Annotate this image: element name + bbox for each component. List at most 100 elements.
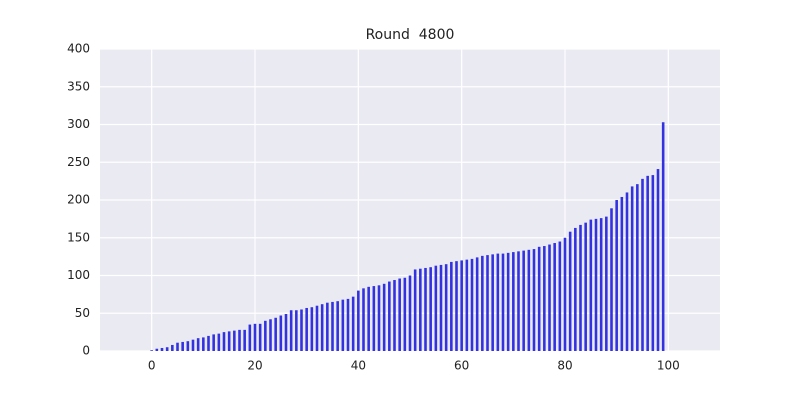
bar xyxy=(367,286,370,351)
bar xyxy=(284,314,288,351)
bar xyxy=(630,186,634,351)
bar xyxy=(522,250,525,351)
x-tick-label: 20 xyxy=(247,359,262,373)
bar xyxy=(625,192,629,351)
bar xyxy=(548,244,551,351)
bar xyxy=(248,324,252,351)
bar xyxy=(455,261,458,351)
bar xyxy=(641,178,644,351)
bar xyxy=(563,237,567,351)
bar xyxy=(413,269,417,351)
bar xyxy=(419,268,422,351)
y-tick-label: 200 xyxy=(67,193,90,207)
bar xyxy=(434,265,438,351)
y-tick-label: 50 xyxy=(75,306,90,320)
chart-title: Round 4800 xyxy=(366,27,455,43)
bar xyxy=(506,252,510,351)
bar xyxy=(656,169,660,351)
bar xyxy=(243,329,246,351)
bar xyxy=(651,175,655,351)
y-tick-label: 300 xyxy=(67,117,90,131)
bar xyxy=(310,307,314,351)
bar xyxy=(496,253,500,351)
bar xyxy=(274,317,277,351)
bar xyxy=(527,249,531,351)
bar xyxy=(331,301,334,351)
bar xyxy=(517,251,520,351)
y-tick-label: 0 xyxy=(82,344,90,358)
bar xyxy=(300,309,303,351)
bar xyxy=(388,281,391,351)
bar xyxy=(486,255,489,351)
x-tick-label: 60 xyxy=(454,359,469,373)
bar xyxy=(574,227,577,351)
bar xyxy=(532,249,536,351)
bar xyxy=(357,290,360,351)
bar xyxy=(465,259,469,351)
bar xyxy=(202,337,205,351)
bar xyxy=(171,344,174,351)
bar xyxy=(553,243,556,351)
bar xyxy=(599,218,603,351)
x-tick-label: 0 xyxy=(148,359,156,373)
bar xyxy=(605,216,608,351)
bar xyxy=(475,257,479,351)
y-tick-label: 250 xyxy=(67,155,90,169)
bar xyxy=(512,252,515,351)
bar xyxy=(326,302,329,351)
bar xyxy=(351,296,355,351)
bar xyxy=(403,277,407,351)
bar xyxy=(346,298,350,351)
bar xyxy=(233,330,236,351)
x-tick-label: 100 xyxy=(657,359,680,373)
bar xyxy=(217,333,221,351)
bar xyxy=(305,307,308,351)
bar xyxy=(165,347,169,351)
bar xyxy=(491,254,494,351)
x-tick-label: 40 xyxy=(351,359,366,373)
bar xyxy=(320,304,324,351)
bar xyxy=(207,335,210,351)
bar xyxy=(579,224,582,351)
bar xyxy=(594,218,598,351)
bar xyxy=(568,231,572,351)
bar xyxy=(450,261,453,351)
x-tick-label: 80 xyxy=(557,359,572,373)
bar xyxy=(439,264,443,351)
bar xyxy=(501,253,505,351)
bar xyxy=(269,319,272,351)
bar xyxy=(191,339,195,351)
bar xyxy=(589,219,593,351)
bar xyxy=(238,329,241,351)
bar xyxy=(636,184,639,351)
bar xyxy=(444,264,448,351)
bar xyxy=(181,341,184,351)
bar xyxy=(150,350,153,351)
bar xyxy=(460,260,463,351)
bar xyxy=(186,341,190,351)
bar xyxy=(362,288,365,351)
bar xyxy=(424,267,427,351)
bar xyxy=(196,338,200,351)
y-tick-label: 100 xyxy=(67,268,90,282)
bar xyxy=(408,275,412,351)
bar xyxy=(176,342,179,351)
bar xyxy=(160,347,164,351)
bar xyxy=(341,299,345,351)
bar xyxy=(661,122,665,351)
bar xyxy=(155,348,159,351)
bar xyxy=(393,280,396,351)
bar xyxy=(212,334,215,351)
bar xyxy=(615,200,618,351)
bar xyxy=(584,222,587,351)
bar xyxy=(646,175,649,351)
bar xyxy=(543,246,546,351)
bar xyxy=(253,323,257,351)
bar xyxy=(336,301,339,351)
bar xyxy=(398,278,401,351)
bar xyxy=(258,323,262,351)
y-tick-label: 150 xyxy=(67,230,90,244)
bar xyxy=(429,267,432,351)
